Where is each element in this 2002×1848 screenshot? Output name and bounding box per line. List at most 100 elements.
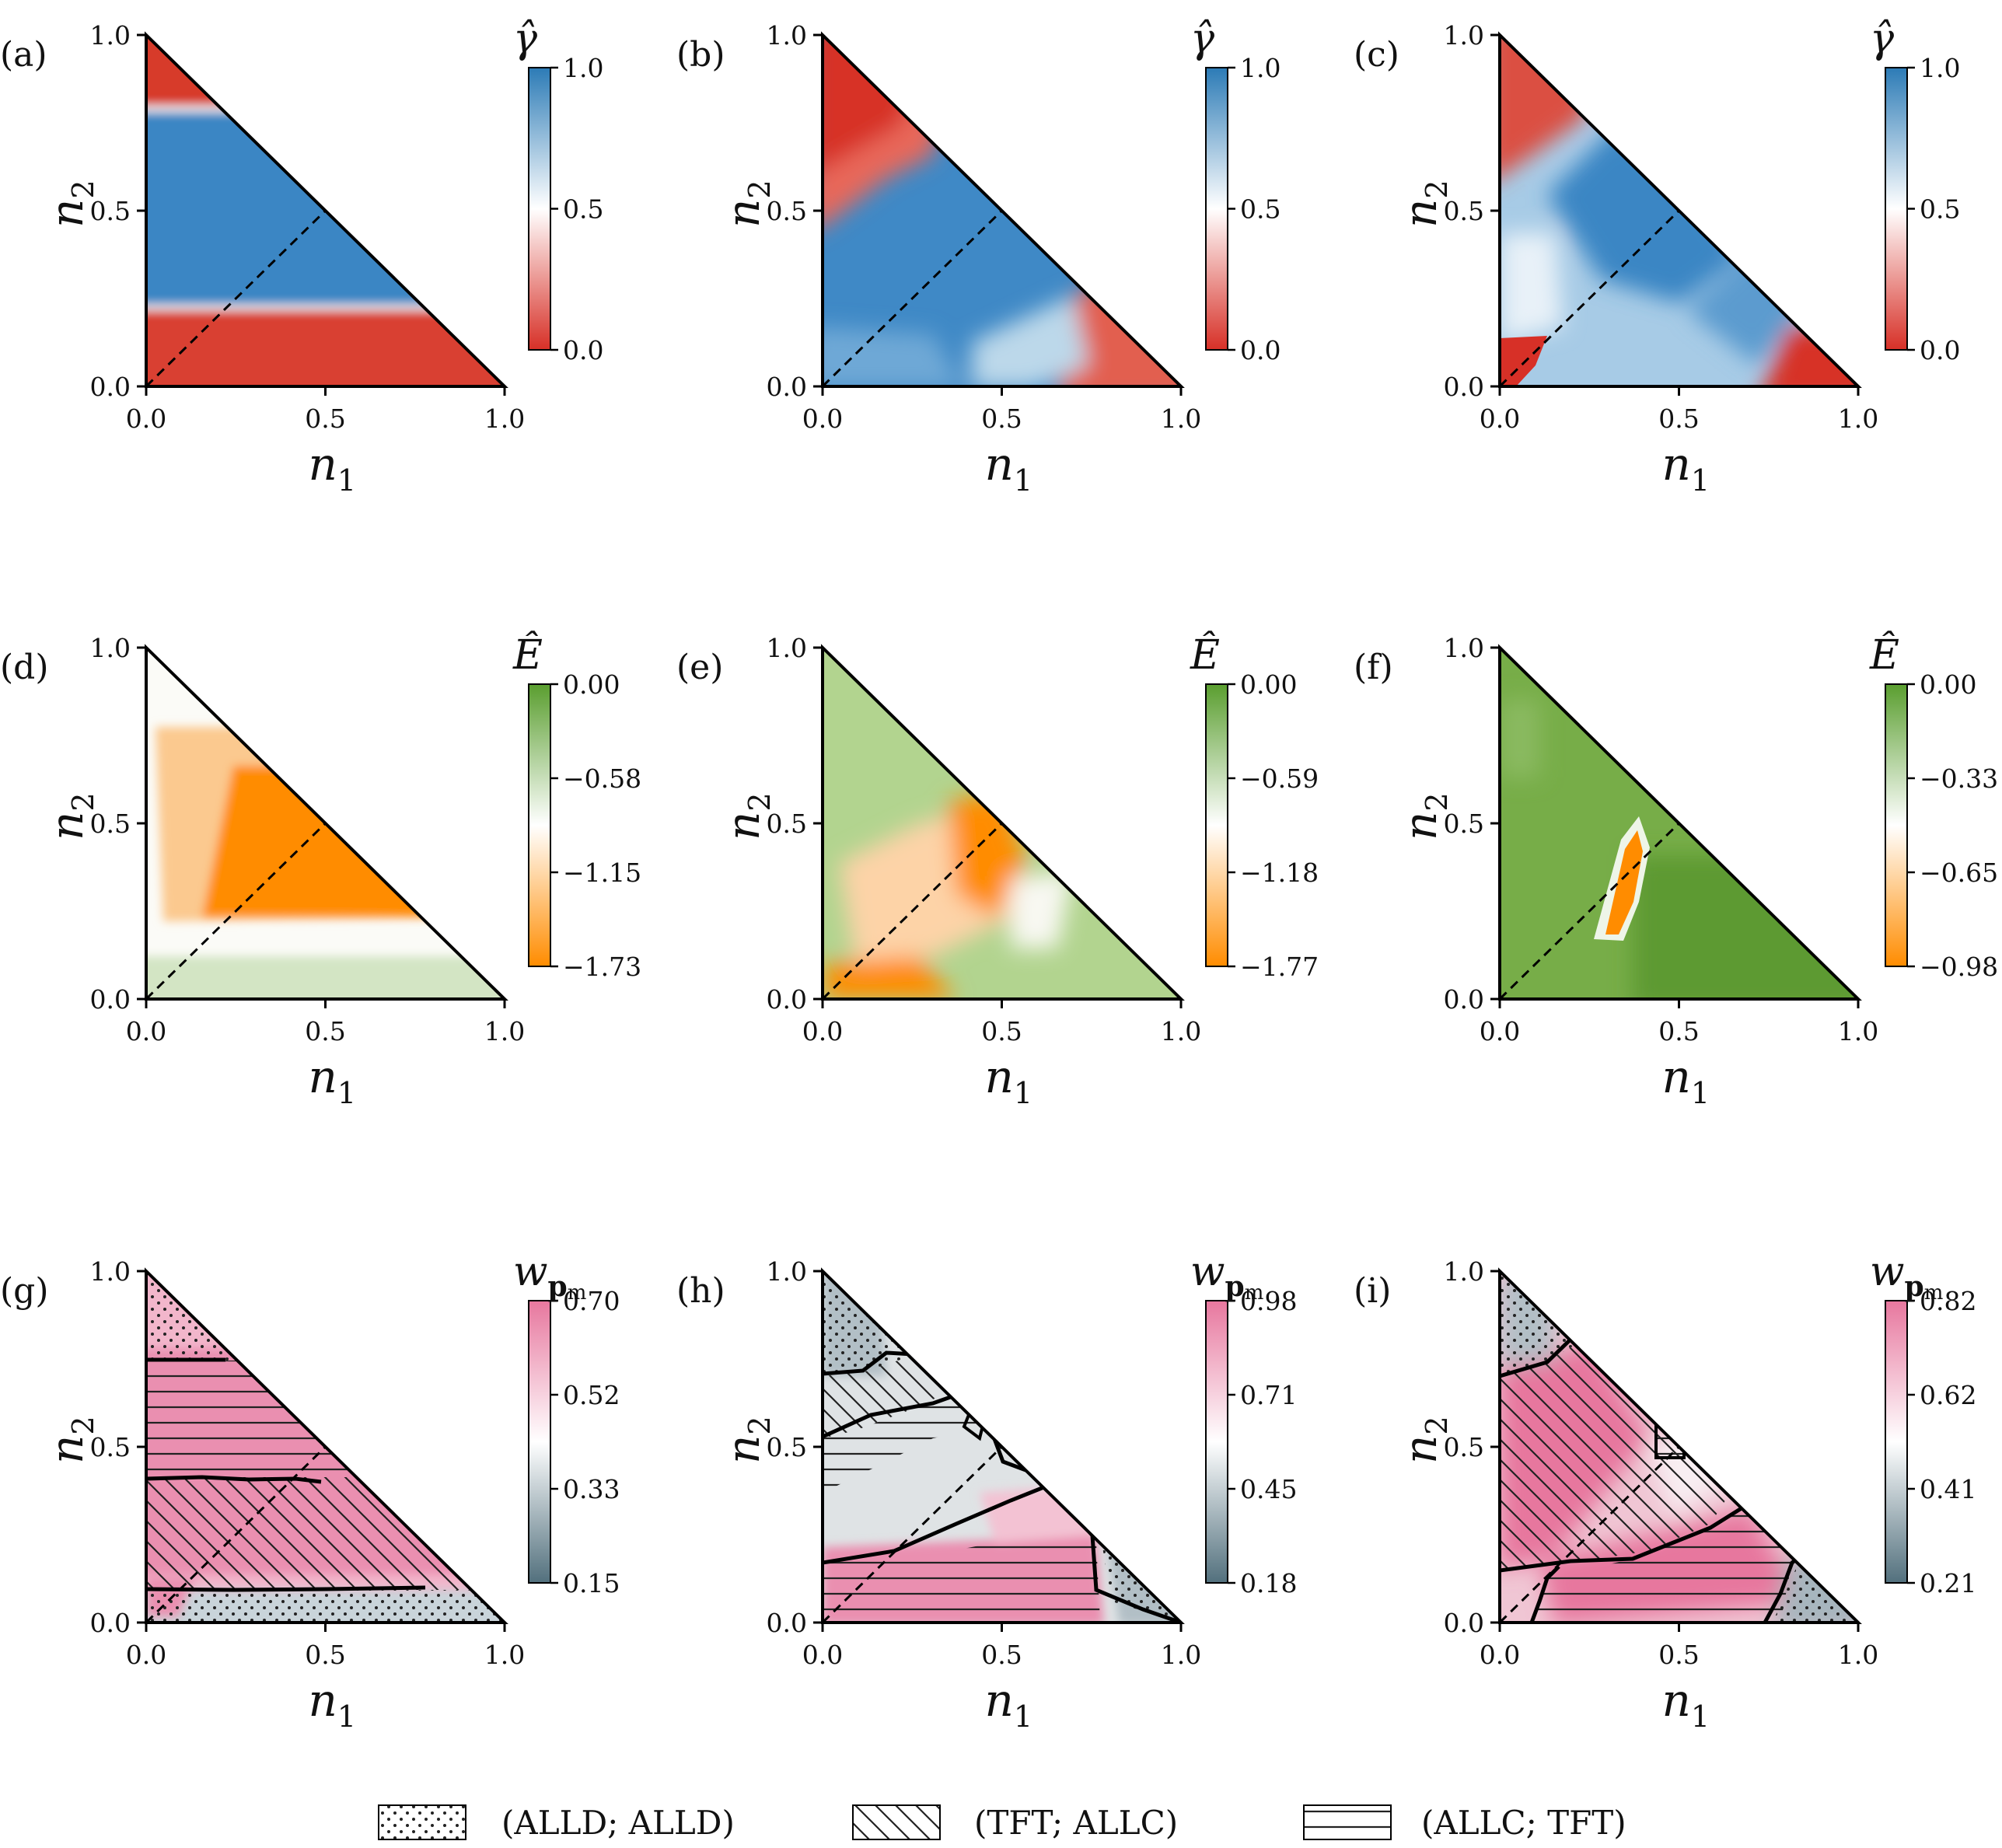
xtick-label-c-0: 0.0	[1480, 403, 1520, 434]
colorbar-tick-label-d-1: −0.58	[563, 763, 641, 794]
ylabel-sub-f: 2	[1420, 792, 1454, 811]
panel-label-a: (a)	[0, 35, 47, 75]
ytick-label-e-0: 0.0	[767, 984, 807, 1015]
colorbar-a	[528, 67, 551, 351]
f-orange-region	[1605, 830, 1643, 934]
xtick-label-i-2: 1.0	[1838, 1640, 1878, 1670]
ylabel-b: n2	[717, 180, 777, 228]
colorbar-tick-label-h-2: 0.45	[1240, 1474, 1297, 1504]
diagonal-i	[1498, 1445, 1680, 1624]
ylabel-g: n2	[40, 1416, 100, 1464]
h-hatch-diag	[823, 1357, 949, 1438]
xtick-label-g-1: 0.5	[305, 1640, 345, 1670]
g-hatch-diag	[146, 1477, 505, 1590]
i-hatch-diag	[1500, 1341, 1765, 1570]
ytick-label-g-2: 1.0	[90, 1256, 131, 1287]
ylabel-sub-g: 2	[66, 1416, 100, 1434]
diagonal-c	[1498, 209, 1680, 388]
xtick-label-h-0: 0.0	[802, 1640, 843, 1670]
colorbar-b	[1205, 67, 1228, 351]
legend: (ALLD; ALLD) (TFT; ALLC) (ALLC; TFT)	[378, 1804, 1626, 1842]
colorbar-tick-label-f-2: −0.65	[1920, 858, 1998, 888]
colorbar-tick-label-d-3: −1.73	[563, 952, 641, 982]
panel-label-g: (g)	[0, 1271, 49, 1311]
ytick-label-g-1: 0.5	[90, 1432, 131, 1462]
ylabel-sub-a: 2	[66, 180, 100, 198]
xlabel-c: n1	[1662, 438, 1710, 498]
xtick-label-e-2: 1.0	[1161, 1016, 1201, 1046]
ytick-label-h-1: 0.5	[767, 1432, 807, 1462]
g-hatch-dots-top	[146, 1271, 505, 1361]
diagonal-a	[145, 209, 327, 388]
ylabel-sub-c: 2	[1420, 180, 1454, 198]
panel-a	[146, 35, 505, 386]
ylabel-c: n2	[1394, 180, 1454, 228]
ylabel-sub-i: 2	[1420, 1416, 1454, 1434]
colorbar-tick-label-a-2: 0.0	[563, 335, 603, 365]
colorbar-tick-label-d-0: 0.00	[563, 669, 620, 700]
ytick-label-a-0: 0.0	[90, 372, 131, 402]
ytick-label-i-2: 1.0	[1444, 1256, 1484, 1287]
ylabel-a: n2	[40, 180, 100, 228]
xlabel-sub-g: 1	[337, 1700, 356, 1734]
xlabel-sub-a: 1	[337, 463, 356, 498]
colorbar-tick-label-e-3: −1.77	[1240, 952, 1319, 982]
colorbar-tick-label-h-1: 0.71	[1240, 1380, 1297, 1410]
legend-label-tft-allc: (TFT; ALLC)	[974, 1804, 1178, 1842]
ytick-label-c-0: 0.0	[1444, 372, 1484, 402]
g-hatch-dots-bottom	[146, 1590, 505, 1623]
h-hatch-dots-top	[823, 1271, 910, 1376]
ytick-label-g-0: 0.0	[90, 1608, 131, 1638]
colorbar-c	[1885, 67, 1908, 351]
colorbar-e	[1205, 683, 1228, 967]
xlabel-sub-i: 1	[1691, 1700, 1710, 1734]
colorbar-tick-label-i-0: 0.82	[1920, 1286, 1976, 1316]
xtick-label-c-2: 1.0	[1838, 403, 1878, 434]
colorbar-title-i: wpm	[1870, 1249, 1943, 1305]
xlabel-d: n1	[309, 1050, 357, 1110]
xtick-label-a-1: 0.5	[305, 403, 345, 434]
colorbar-tick-label-h-3: 0.18	[1240, 1568, 1297, 1598]
colorbar-title-g: wpm	[513, 1249, 586, 1305]
colorbar-tick-label-d-2: −1.15	[563, 858, 641, 888]
colorbar-tick-label-f-1: −0.33	[1920, 763, 1998, 794]
diagonal-f	[1498, 822, 1680, 1001]
colorbar-tick-label-b-1: 0.5	[1240, 194, 1281, 225]
h-hatch-horiz-bottom	[823, 1539, 1100, 1621]
xtick-label-h-1: 0.5	[981, 1640, 1022, 1670]
ylabel-sub-d: 2	[66, 792, 100, 811]
heatmap-a	[146, 35, 505, 386]
colorbar-tick-label-c-2: 0.0	[1920, 335, 1960, 365]
legend-swatch-diagonal	[852, 1804, 941, 1840]
diagonal-d	[145, 822, 327, 1001]
ytick-label-a-1: 0.5	[90, 196, 131, 226]
colorbar-title-f: Ê	[1869, 631, 1899, 679]
xtick-label-a-2: 1.0	[484, 403, 525, 434]
axes-a: 0.0 0.5 1.0 0.0 0.5 1.0 n1 n2 (a) 1.0 0.5 0.0 γ̂	[0, 16, 603, 498]
colorbar-tick-label-f-0: 0.00	[1920, 669, 1976, 700]
xtick-label-a-0: 0.0	[126, 403, 166, 434]
panel-label-b: (b)	[676, 35, 725, 75]
xtick-label-d-0: 0.0	[126, 1016, 166, 1046]
colorbar-title-d: Ê	[512, 631, 543, 679]
colorbar-tick-label-e-0: 0.00	[1240, 669, 1297, 700]
xtick-label-g-2: 1.0	[484, 1640, 525, 1670]
panel-label-i: (i)	[1354, 1271, 1391, 1311]
colorbar-tick-label-e-1: −0.59	[1240, 763, 1319, 794]
colorbar-tick-label-g-2: 0.33	[563, 1474, 620, 1504]
colorbar-title-a: γ̂	[513, 16, 538, 62]
xlabel-a: n1	[309, 438, 357, 498]
legend-label-allc-tft: (ALLC; TFT)	[1421, 1804, 1626, 1842]
xlabel-sub-h: 1	[1014, 1700, 1032, 1734]
panel-label-e: (e)	[676, 648, 723, 687]
colorbar-title-b: γ̂	[1190, 16, 1215, 62]
colorbar-tick-label-c-1: 0.5	[1920, 194, 1960, 225]
colorbar-tick-label-b-0: 1.0	[1240, 53, 1281, 83]
legend-entry-tft-allc: (TFT; ALLC)	[852, 1804, 1178, 1842]
colorbar-i	[1885, 1300, 1908, 1584]
ylabel-e: n2	[717, 792, 777, 840]
ytick-label-b-0: 0.0	[767, 372, 807, 402]
band-a-top	[146, 35, 505, 110]
panel-label-f: (f)	[1354, 648, 1393, 687]
ytick-label-f-1: 0.5	[1444, 809, 1484, 839]
